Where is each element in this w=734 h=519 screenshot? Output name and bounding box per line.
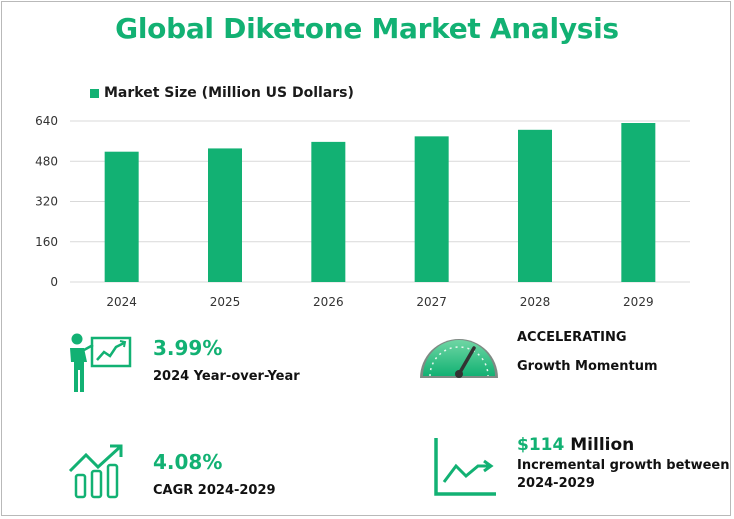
cagr-label: CAGR 2024-2029 [153,483,276,498]
y-tick-label: 320 [35,195,58,209]
bar-2024 [104,151,139,282]
incremental-line2: 2024-2029 [517,476,595,491]
speedometer-icon [420,339,498,378]
legend-label: Market Size (Million US Dollars) [104,85,354,101]
x-tick-label: 2024 [106,295,137,309]
growth-bars-icon [68,444,123,499]
y-tick-label: 160 [35,235,58,249]
bar-2026 [311,141,346,282]
incremental-unit: Million [564,435,635,455]
x-tick-label: 2029 [623,295,654,309]
bar-2025 [208,148,242,282]
incremental-line1: Incremental growth between [517,458,730,473]
bar-2028 [518,129,552,282]
x-tick-label: 2025 [210,295,241,309]
yoy-label: 2024 Year-over-Year [153,369,300,384]
page-title: Global Diketone Market Analysis [115,12,619,45]
bar-2027 [414,136,449,282]
momentum-heading: ACCELERATING [517,330,627,345]
chart-legend: Market Size (Million US Dollars) [90,85,354,101]
line-trend-icon [434,438,496,496]
presenter-chart-icon [70,333,132,392]
bar-2029 [621,123,656,282]
y-tick-label: 480 [35,154,58,168]
momentum-label: Growth Momentum [517,359,658,374]
x-tick-label: 2028 [520,295,551,309]
y-tick-label: 0 [50,275,58,289]
legend-swatch [90,88,99,98]
incremental-dollars: $114 [517,435,565,455]
x-tick-label: 2026 [313,295,344,309]
x-tick-label: 2027 [416,295,447,309]
cagr-value: 4.08% [153,450,223,474]
yoy-value: 3.99% [153,336,223,360]
y-tick-label: 640 [35,114,58,128]
market-size-bar-chart: 0 160 320 480 640 2024 2025 2026 2027 2028 2029 [35,114,690,309]
incremental-amount: $114 Million [517,435,730,455]
